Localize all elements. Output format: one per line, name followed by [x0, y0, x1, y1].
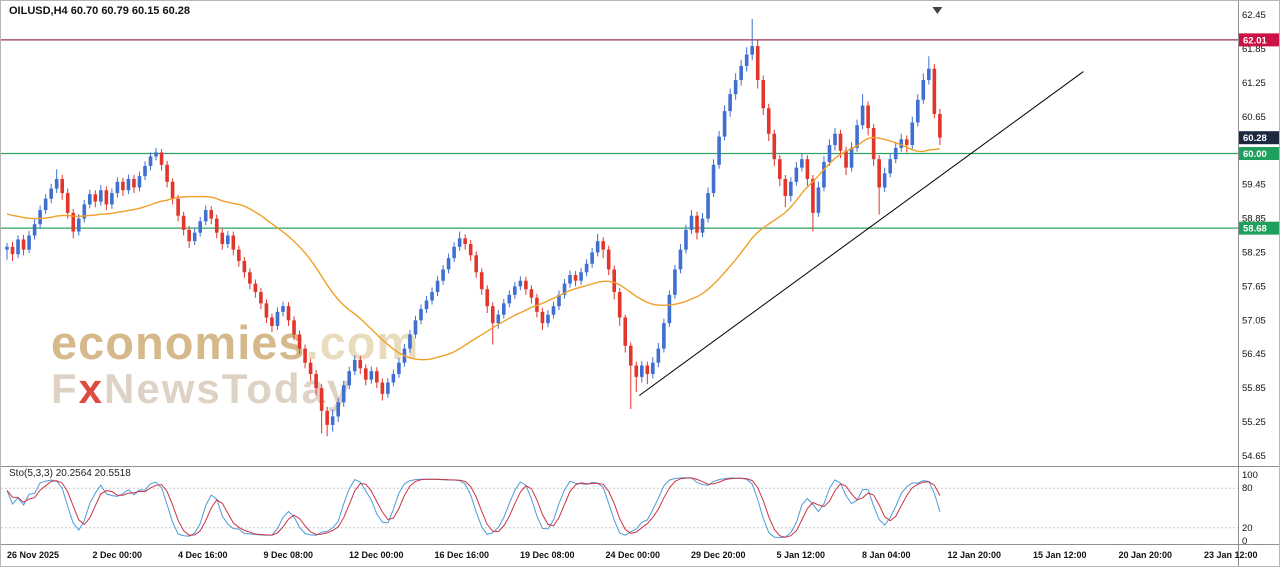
stochastic-label: Sto(5,3,3) 20.2564 20.5518 — [9, 468, 131, 479]
svg-text:54.65: 54.65 — [1242, 451, 1266, 462]
ma-line — [6, 136, 940, 361]
svg-text:57.65: 57.65 — [1242, 281, 1266, 292]
svg-text:80: 80 — [1242, 483, 1253, 494]
price-axis-badges: 62.01 60.28 60.00 58.68 — [1239, 33, 1279, 235]
svg-text:58.68: 58.68 — [1243, 224, 1267, 235]
watermark: economies.com FxNewsToday — [51, 319, 419, 410]
watermark-brand: economies.com — [51, 319, 419, 366]
svg-text:62.01: 62.01 — [1243, 35, 1267, 46]
watermark-brand-suffix: .com — [305, 316, 420, 369]
svg-text:23 Jan 12:00: 23 Jan 12:00 — [1204, 550, 1258, 560]
svg-text:29 Dec 20:00: 29 Dec 20:00 — [691, 550, 746, 560]
horizontal-levels — [1, 39, 1238, 229]
svg-text:4 Dec 16:00: 4 Dec 16:00 — [178, 550, 228, 560]
svg-text:20: 20 — [1242, 523, 1253, 534]
svg-text:12 Dec 00:00: 12 Dec 00:00 — [349, 550, 404, 560]
watermark-brand-name: economies — [51, 316, 306, 369]
svg-text:55.25: 55.25 — [1242, 417, 1266, 428]
svg-text:61.25: 61.25 — [1242, 78, 1266, 89]
stoch-k-line — [6, 477, 941, 539]
symbol-ohlc-label: OILUSD,H4 60.70 60.79 60.15 60.28 — [9, 5, 191, 17]
svg-text:5 Jan 12:00: 5 Jan 12:00 — [777, 550, 826, 560]
svg-text:19 Dec 08:00: 19 Dec 08:00 — [520, 550, 575, 560]
watermark-tagline-rest: NewsToday — [104, 365, 353, 412]
svg-text:56.45: 56.45 — [1242, 349, 1266, 360]
svg-text:62.45: 62.45 — [1242, 10, 1266, 21]
trend-line[interactable] — [639, 71, 1084, 396]
svg-text:20 Jan 20:00: 20 Jan 20:00 — [1119, 550, 1173, 560]
svg-text:61.85: 61.85 — [1242, 44, 1266, 55]
time-axis[interactable]: 26 Nov 2025 2 Dec 00:00 4 Dec 16:00 9 Dec 0… — [7, 550, 1258, 560]
svg-text:60.00: 60.00 — [1243, 149, 1267, 160]
svg-text:55.85: 55.85 — [1242, 383, 1266, 394]
svg-text:59.45: 59.45 — [1242, 180, 1266, 191]
watermark-tagline-x: x — [78, 365, 105, 412]
svg-text:2 Dec 00:00: 2 Dec 00:00 — [93, 550, 143, 560]
stoch-d-line — [6, 477, 941, 538]
watermark-tagline: FxNewsToday — [51, 368, 419, 410]
svg-text:15 Jan 12:00: 15 Jan 12:00 — [1033, 550, 1087, 560]
svg-text:8 Jan 04:00: 8 Jan 04:00 — [862, 550, 911, 560]
price-axis[interactable]: 62.45 61.85 61.25 60.65 59.45 58.85 58.25 57.65… — [1242, 10, 1266, 462]
svg-text:60.28: 60.28 — [1243, 133, 1267, 144]
svg-text:58.25: 58.25 — [1242, 247, 1266, 258]
svg-text:58.85: 58.85 — [1242, 214, 1266, 225]
watermark-tagline-f: F — [51, 365, 79, 412]
svg-text:24 Dec 00:00: 24 Dec 00:00 — [606, 550, 661, 560]
svg-text:0: 0 — [1242, 536, 1247, 547]
svg-text:9 Dec 08:00: 9 Dec 08:00 — [264, 550, 314, 560]
svg-text:100: 100 — [1242, 470, 1258, 481]
stoch-axis[interactable]: 100 80 20 0 — [1242, 470, 1258, 547]
chart-shift-marker-icon — [932, 7, 943, 14]
stoch-guide-lines — [1, 487, 1238, 529]
candles-layer[interactable] — [5, 18, 942, 437]
svg-text:12 Jan 20:00: 12 Jan 20:00 — [948, 550, 1002, 560]
svg-text:57.05: 57.05 — [1242, 315, 1266, 326]
svg-text:26 Nov 2025: 26 Nov 2025 — [7, 550, 59, 560]
svg-text:16 Dec 16:00: 16 Dec 16:00 — [435, 550, 490, 560]
svg-text:60.65: 60.65 — [1242, 112, 1266, 123]
